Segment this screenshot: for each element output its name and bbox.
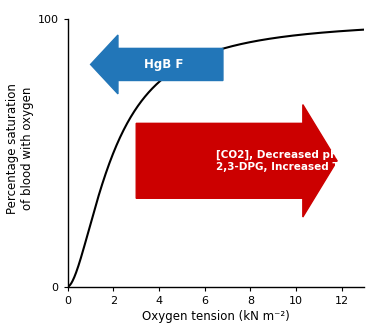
FancyArrow shape <box>91 35 223 94</box>
FancyArrow shape <box>136 105 337 217</box>
Y-axis label: Percentage saturation
of blood with oxygen: Percentage saturation of blood with oxyg… <box>6 83 34 214</box>
X-axis label: Oxygen tension (kN m⁻²): Oxygen tension (kN m⁻²) <box>142 310 290 323</box>
Text: [CO2], Decreased pH,
2,3-DPG, Increased T: [CO2], Decreased pH, 2,3-DPG, Increased … <box>216 150 343 172</box>
Text: HgB F: HgB F <box>144 58 183 71</box>
